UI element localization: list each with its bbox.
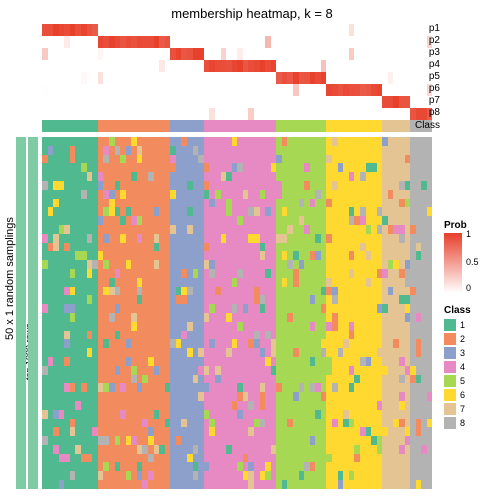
class-swatch <box>444 389 456 401</box>
prob-tick: 0 <box>466 283 471 293</box>
class-swatch <box>444 361 456 373</box>
prob-row-label: p6 <box>429 83 440 94</box>
class-label: 4 <box>460 362 465 372</box>
class-swatch <box>444 333 456 345</box>
prob-row-label: p7 <box>429 95 440 106</box>
prob-row <box>42 36 432 48</box>
prob-gradient: 1 0.5 0 <box>444 233 462 293</box>
class-label: 7 <box>460 404 465 414</box>
class-label: 2 <box>460 334 465 344</box>
prob-row-label: p8 <box>429 107 440 118</box>
prob-row <box>42 48 432 60</box>
prob-row <box>42 84 432 96</box>
class-swatch <box>444 375 456 387</box>
class-legend-item: 5 <box>444 374 500 388</box>
class-label: 6 <box>460 390 465 400</box>
class-swatch <box>444 319 456 331</box>
prob-row-label: p2 <box>429 35 440 46</box>
class-legend-item: 1 <box>444 318 500 332</box>
divider <box>42 133 432 136</box>
class-strip-label: Class <box>415 120 440 131</box>
prob-row <box>42 108 432 120</box>
prob-row <box>42 96 432 108</box>
prob-row <box>42 72 432 84</box>
class-legend-item: 8 <box>444 416 500 430</box>
chart-title: membership heatmap, k = 8 <box>171 6 333 21</box>
prob-row-label: p3 <box>429 47 440 58</box>
class-legend-title: Class <box>444 305 500 316</box>
prob-row-label: p5 <box>429 71 440 82</box>
class-label: 3 <box>460 348 465 358</box>
prob-tick: 1 <box>466 229 471 239</box>
class-legend: Class 1 2 3 4 5 6 7 8 <box>444 305 500 430</box>
class-label: 1 <box>460 320 465 330</box>
class-label: 8 <box>460 418 465 428</box>
class-legend-item: 4 <box>444 360 500 374</box>
left-band-outer <box>16 137 26 489</box>
class-legend-item: 2 <box>444 332 500 346</box>
prob-tick: 0.5 <box>466 257 479 267</box>
prob-legend-title: Prob <box>444 220 500 231</box>
y-axis-label-outer: 50 x 1 random samplings <box>4 217 16 340</box>
class-swatch <box>444 347 456 359</box>
class-swatch <box>444 403 456 415</box>
prob-row-label: p4 <box>429 59 440 70</box>
class-label: 5 <box>460 376 465 386</box>
prob-row-label: p1 <box>429 23 440 34</box>
class-legend-item: 7 <box>444 402 500 416</box>
prob-row <box>42 24 432 36</box>
legend: Prob 1 0.5 0 Class 1 2 3 4 5 6 7 8 <box>444 220 500 430</box>
prob-row <box>42 60 432 72</box>
class-legend-item: 6 <box>444 388 500 402</box>
left-band-inner <box>28 137 38 489</box>
class-swatch <box>444 417 456 429</box>
class-strip <box>42 120 432 132</box>
class-legend-item: 3 <box>444 346 500 360</box>
probability-rows <box>42 24 432 120</box>
main-heatmap <box>42 137 432 489</box>
